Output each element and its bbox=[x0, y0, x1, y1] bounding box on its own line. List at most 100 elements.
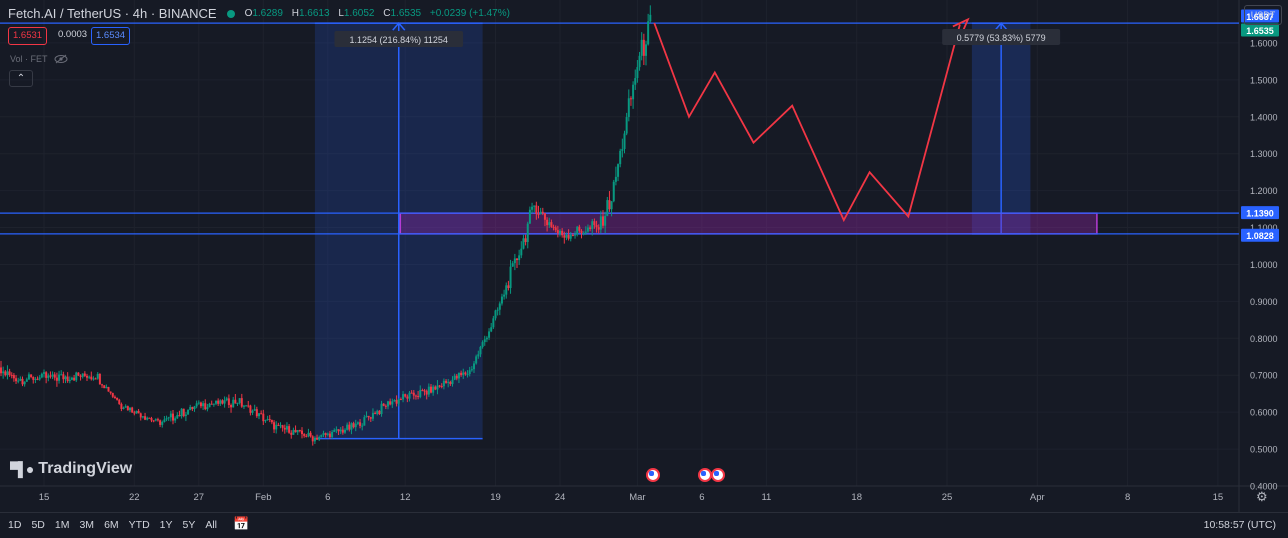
candle-body bbox=[311, 436, 314, 442]
clock[interactable]: 10:58:57 (UTC) bbox=[1203, 519, 1276, 531]
projection-arrow-head bbox=[952, 17, 970, 34]
candle-body bbox=[591, 221, 594, 229]
candle-body bbox=[339, 429, 342, 432]
candle-body bbox=[199, 402, 202, 407]
candle-body bbox=[425, 390, 428, 395]
candle-body bbox=[412, 392, 415, 396]
candle-body bbox=[359, 422, 362, 426]
chevron-up-icon[interactable]: ⌃ bbox=[9, 70, 33, 87]
us-flag-event-icon[interactable] bbox=[646, 468, 660, 482]
candle-body bbox=[402, 394, 405, 400]
time-axis-label: Feb bbox=[255, 492, 271, 503]
candle-body bbox=[589, 227, 592, 229]
symbol-title[interactable]: Fetch.AI / TetherUS · 4h · BINANCE bbox=[8, 6, 217, 21]
time-axis-label: 12 bbox=[400, 492, 411, 503]
sell-button[interactable]: 1.6531 bbox=[8, 27, 48, 45]
price-axis-label: 0.4000 bbox=[1250, 482, 1278, 492]
candle-body bbox=[535, 205, 538, 214]
candle-body bbox=[604, 215, 607, 226]
candle-body bbox=[21, 378, 24, 385]
candle-body bbox=[432, 386, 435, 393]
candle-body bbox=[492, 318, 495, 328]
candle-body bbox=[141, 416, 144, 418]
candle-body bbox=[174, 418, 177, 421]
candle-body bbox=[552, 226, 555, 228]
range-button-1y[interactable]: 1Y bbox=[159, 519, 173, 531]
candle-body bbox=[511, 263, 514, 267]
candle-body bbox=[528, 209, 531, 224]
candle-body bbox=[279, 425, 282, 427]
price-chart[interactable]: 1.6000 1.5000 1.4000 1.3000 1.2000 1.1000 1.00… bbox=[0, 0, 1288, 512]
buy-button[interactable]: 1.6534 bbox=[91, 27, 131, 45]
level-price-tag: 1.6537 bbox=[1246, 12, 1274, 22]
candle-body bbox=[92, 378, 95, 380]
candle-body bbox=[217, 400, 220, 404]
candle-body bbox=[455, 375, 458, 379]
candle-body bbox=[565, 235, 568, 238]
candle-body bbox=[221, 400, 224, 404]
candle-body bbox=[554, 227, 557, 231]
time-axis-label: 22 bbox=[129, 492, 140, 503]
currency-button[interactable]: USDT bbox=[1244, 5, 1282, 25]
candle-body bbox=[15, 378, 18, 382]
candle-body bbox=[264, 419, 267, 422]
candle-body bbox=[169, 413, 172, 418]
time-axis-label: 18 bbox=[851, 492, 862, 503]
candle-body bbox=[193, 406, 196, 410]
candle-body bbox=[4, 371, 7, 376]
range-button-1d[interactable]: 1D bbox=[8, 519, 22, 531]
candle-body bbox=[60, 374, 63, 376]
time-axis-label: 6 bbox=[325, 492, 330, 503]
tradingview-logo[interactable]: ▀▌● TradingView bbox=[10, 460, 132, 478]
range-button-1m[interactable]: 1M bbox=[54, 519, 70, 531]
candle-body bbox=[53, 374, 56, 378]
candle-body bbox=[348, 424, 351, 430]
candle-body bbox=[204, 403, 207, 410]
candle-body bbox=[75, 372, 78, 381]
time-axis-label: 6 bbox=[699, 492, 704, 503]
candle-body bbox=[475, 356, 478, 364]
candle-body bbox=[150, 418, 153, 421]
candle-body bbox=[202, 403, 205, 407]
candle-body bbox=[445, 380, 448, 383]
gear-icon[interactable]: ⚙ bbox=[1256, 489, 1268, 504]
candle-body bbox=[195, 403, 198, 407]
range-button-all[interactable]: All bbox=[205, 519, 218, 531]
support-zone[interactable] bbox=[399, 212, 1098, 235]
candle-body bbox=[137, 410, 140, 414]
candle-body bbox=[230, 405, 233, 408]
candle-body bbox=[144, 416, 147, 420]
candle-body bbox=[225, 398, 228, 401]
price-axis-label: 1.3000 bbox=[1250, 149, 1278, 159]
candle-body bbox=[212, 403, 215, 405]
projection-path[interactable] bbox=[653, 22, 961, 223]
us-flag-event-icon[interactable] bbox=[698, 468, 712, 482]
volume-label[interactable]: Vol · FET bbox=[10, 54, 48, 64]
candle-body bbox=[208, 403, 211, 408]
range-button-6m[interactable]: 6M bbox=[104, 519, 119, 531]
us-flag-event-icon[interactable] bbox=[711, 468, 725, 482]
range-button-5d[interactable]: 5D bbox=[31, 519, 45, 531]
calendar-range-icon[interactable]: 📅 bbox=[233, 516, 250, 531]
range-button-5y[interactable]: 5Y bbox=[182, 519, 196, 531]
candle-body bbox=[561, 230, 564, 236]
candle-body bbox=[356, 422, 359, 424]
price-axis-label: 1.6000 bbox=[1250, 38, 1278, 48]
eye-icon[interactable] bbox=[54, 54, 68, 64]
candle-body bbox=[266, 419, 269, 421]
candle-body bbox=[408, 392, 411, 399]
candle-body bbox=[318, 437, 321, 440]
candle-body bbox=[118, 399, 121, 404]
range-button-3m[interactable]: 3M bbox=[79, 519, 95, 531]
candle-body bbox=[152, 420, 155, 422]
candle-body bbox=[219, 400, 222, 404]
candle-body bbox=[543, 213, 546, 220]
range-button-ytd[interactable]: YTD bbox=[128, 519, 150, 531]
candle-body bbox=[303, 434, 306, 436]
candle-body bbox=[32, 376, 35, 380]
candle-body bbox=[606, 200, 609, 216]
candle-body bbox=[126, 406, 129, 411]
candle-body bbox=[468, 370, 471, 375]
tradingview-mark-icon: ▀▌● bbox=[10, 461, 34, 477]
candle-body bbox=[238, 398, 241, 403]
